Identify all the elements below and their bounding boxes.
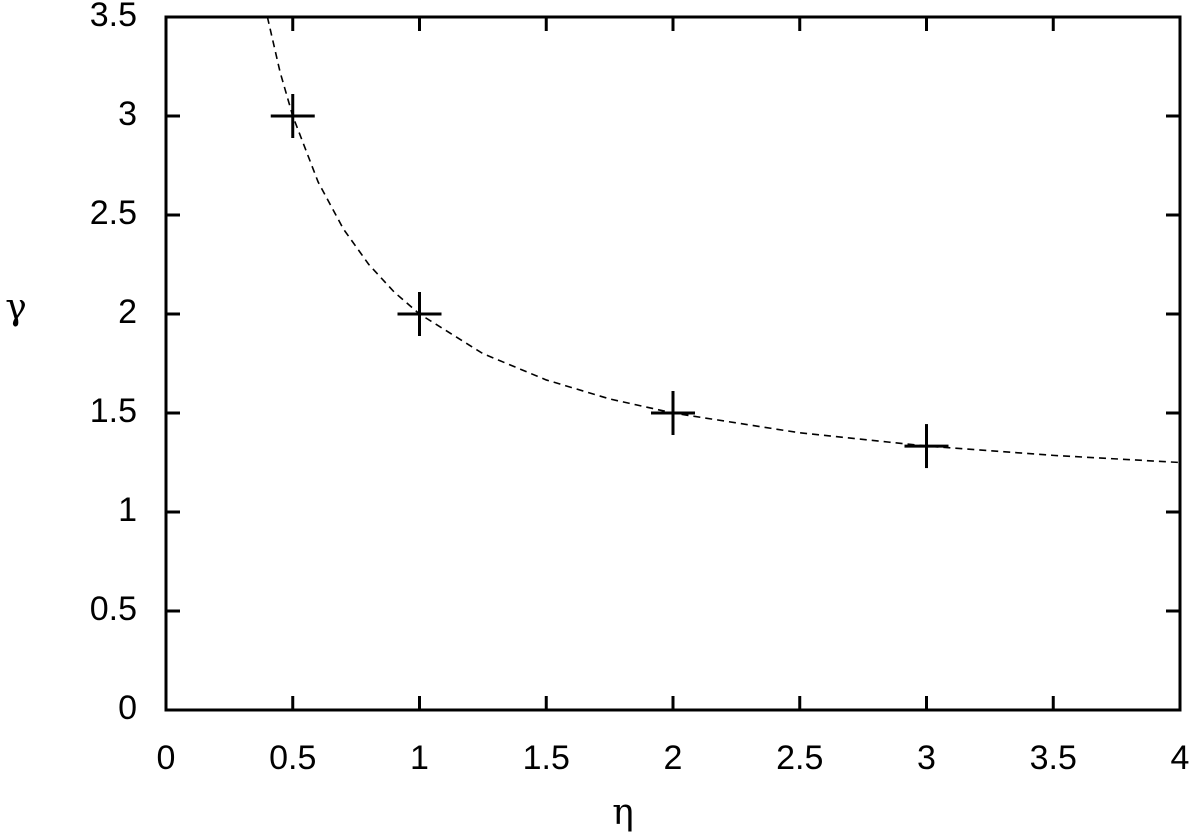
x-tick-label: 3.5 (1030, 739, 1077, 777)
x-tick-label: 4 (1171, 739, 1190, 777)
data-point (270, 94, 315, 138)
y-tick-label: 1 (118, 491, 137, 529)
plot-frame (164, 15, 1182, 712)
y-tick-label: 3.5 (90, 0, 137, 34)
x-tick-label: 3 (917, 739, 936, 777)
y-tick-label: 1.5 (90, 392, 137, 430)
x-tick-label: 1.5 (523, 739, 570, 777)
x-tick-label: 1 (410, 739, 429, 777)
y-tick-label: 0 (118, 689, 137, 727)
x-tick-label: 0 (157, 739, 176, 777)
y-axis-label: γ (5, 287, 27, 328)
y-tick-label: 2.5 (90, 194, 137, 232)
y-tick-label: 2 (118, 293, 137, 331)
data-point (651, 391, 695, 435)
y-tick-label: 3 (118, 95, 137, 133)
x-axis-label: η (612, 792, 634, 833)
fit-curve (266, 16, 1181, 464)
data-point (397, 292, 442, 336)
y-tick-label: 0.5 (90, 590, 137, 628)
x-tick-label: 0.5 (269, 739, 316, 777)
data-point (904, 424, 949, 469)
x-tick-label: 2.5 (776, 739, 823, 777)
x-tick-label: 2 (664, 739, 683, 777)
